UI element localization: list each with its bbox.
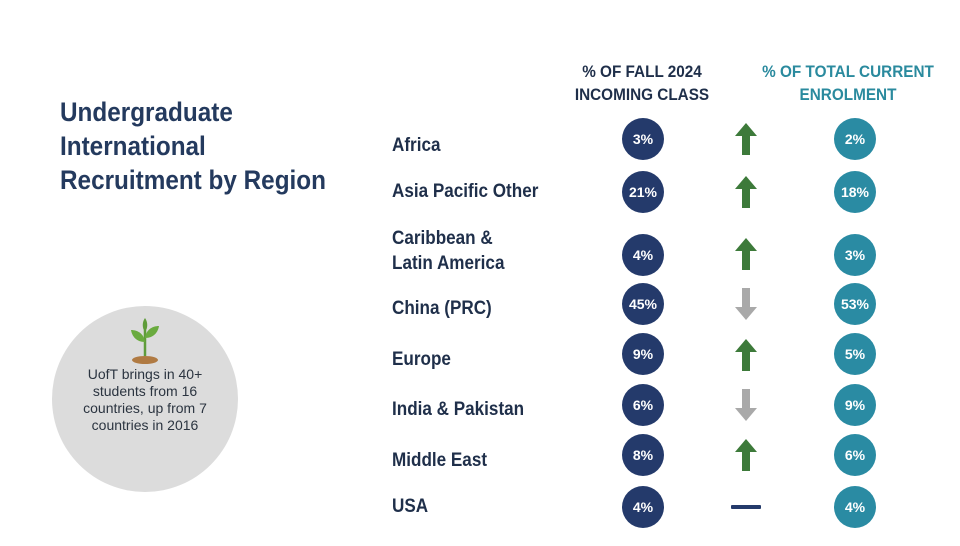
region-label-line-1: USA bbox=[392, 496, 429, 517]
arrow-up-icon bbox=[735, 123, 757, 155]
fall-percent-badge: 4% bbox=[622, 486, 664, 528]
fall-header-line-1: % OF FALL 2024 bbox=[582, 62, 702, 81]
fall-header-line-2: INCOMING CLASS bbox=[574, 85, 710, 104]
region-label-line-1: Asia Pacific Other bbox=[392, 181, 539, 202]
region-label-line-1: Middle East bbox=[392, 450, 488, 471]
dash-icon bbox=[731, 505, 761, 509]
sprout-icon bbox=[131, 318, 159, 364]
region-label: Caribbean & Latin America bbox=[392, 226, 504, 276]
arrow-up-icon bbox=[735, 439, 757, 471]
total-percent-badge: 2% bbox=[834, 118, 876, 160]
arrow-down-icon bbox=[735, 389, 757, 421]
total-enrolment-header: % OF TOTAL CURRENT ENROLMENT bbox=[749, 60, 947, 106]
region-label: India & Pakistan bbox=[392, 397, 524, 422]
total-percent-badge: 18% bbox=[834, 171, 876, 213]
total-percent-badge: 6% bbox=[834, 434, 876, 476]
total-percent-badge: 4% bbox=[834, 486, 876, 528]
region-label-line-1: China (PRC) bbox=[392, 298, 492, 319]
fall-incoming-class-header: % OF FALL 2024 INCOMING CLASS bbox=[561, 60, 723, 106]
arrow-up-icon bbox=[735, 339, 757, 371]
region-label-line-2: Latin America bbox=[392, 253, 505, 274]
page-title: Undergraduate International Recruitment … bbox=[60, 97, 326, 195]
region-label: China (PRC) bbox=[392, 296, 492, 321]
region-label: Asia Pacific Other bbox=[392, 179, 538, 204]
callout-text: UofT brings in 40+ students from 16 coun… bbox=[83, 366, 207, 433]
fall-percent-badge: 9% bbox=[622, 333, 664, 375]
fall-percent-badge: 45% bbox=[622, 283, 664, 325]
arrow-down-icon bbox=[735, 288, 757, 320]
region-label: Europe bbox=[392, 347, 451, 372]
arrow-up-icon bbox=[735, 238, 757, 270]
total-percent-badge: 53% bbox=[834, 283, 876, 325]
region-label-line-1: Europe bbox=[392, 349, 451, 370]
fall-percent-badge: 21% bbox=[622, 171, 664, 213]
region-label: Middle East bbox=[392, 448, 487, 473]
fall-percent-badge: 3% bbox=[622, 118, 664, 160]
region-label: Africa bbox=[392, 133, 440, 158]
fall-percent-badge: 6% bbox=[622, 384, 664, 426]
arrow-up-icon bbox=[735, 176, 757, 208]
total-header-line-1: % OF TOTAL CURRENT bbox=[762, 62, 934, 81]
region-label-line-1: Caribbean & bbox=[392, 228, 493, 249]
region-label: USA bbox=[392, 494, 428, 519]
total-percent-badge: 5% bbox=[834, 333, 876, 375]
region-label-line-1: Africa bbox=[392, 135, 441, 156]
fall-percent-badge: 4% bbox=[622, 234, 664, 276]
total-percent-badge: 9% bbox=[834, 384, 876, 426]
fall-percent-badge: 8% bbox=[622, 434, 664, 476]
total-percent-badge: 3% bbox=[834, 234, 876, 276]
region-label-line-1: India & Pakistan bbox=[392, 399, 525, 420]
callout-circle: UofT brings in 40+ students from 16 coun… bbox=[52, 306, 238, 492]
total-header-line-2: ENROLMENT bbox=[799, 85, 897, 104]
